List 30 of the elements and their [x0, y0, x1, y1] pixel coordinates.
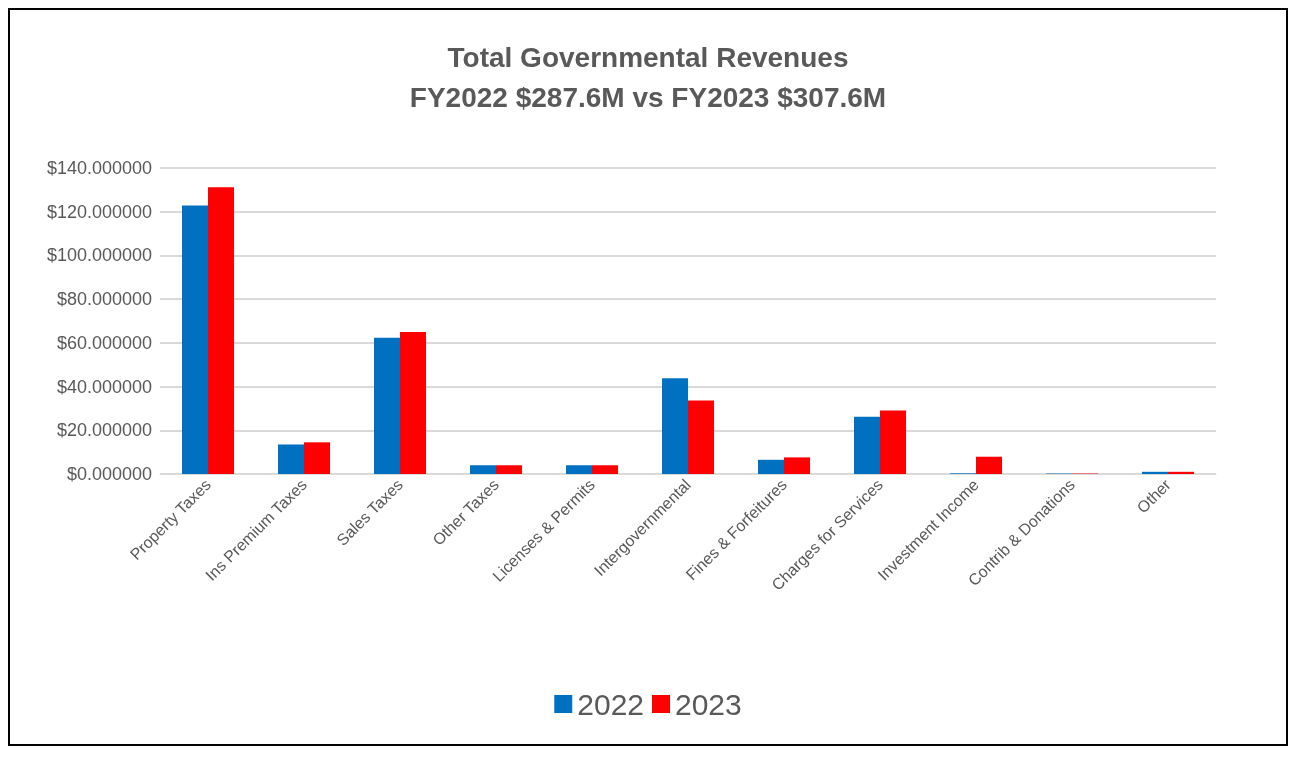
bar	[208, 187, 234, 474]
y-tick-label: $60.000000	[56, 332, 152, 353]
y-tick-label: $140.000000	[46, 158, 152, 178]
legend-label: 2022	[577, 687, 645, 721]
y-tick-label: $100.000000	[46, 245, 152, 266]
bar	[304, 442, 330, 474]
y-tick-label: $20.000000	[56, 420, 152, 441]
bar	[758, 459, 784, 474]
bar	[496, 465, 522, 474]
bar	[1142, 471, 1168, 474]
bar	[592, 465, 618, 474]
legend-label: 2023	[675, 687, 742, 721]
y-tick-label: $80.000000	[56, 289, 152, 310]
bar	[1168, 471, 1194, 474]
y-tick-label: $120.000000	[46, 201, 152, 222]
bar	[976, 456, 1002, 474]
y-tick-label: $40.000000	[56, 376, 152, 397]
bar	[662, 378, 688, 474]
bar	[854, 416, 880, 474]
bar	[880, 410, 906, 474]
bar	[182, 205, 208, 474]
bar	[470, 465, 496, 474]
bar	[784, 457, 810, 474]
bar	[278, 444, 304, 474]
bar	[688, 400, 714, 474]
bar	[566, 465, 592, 474]
bar	[374, 337, 400, 474]
bar	[400, 331, 426, 474]
y-tick-label: $0.000000	[66, 464, 152, 484]
chart-title: Total Governmental Revenues FY2022 $287.6M vs FY2023 $307.6M	[409, 41, 887, 113]
